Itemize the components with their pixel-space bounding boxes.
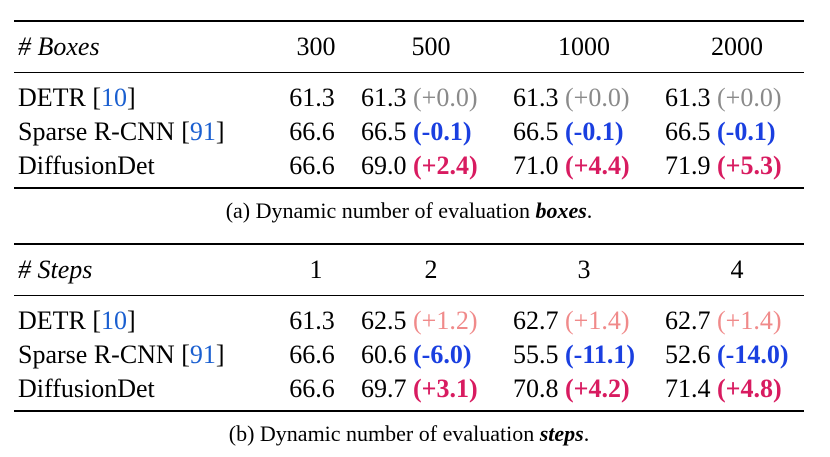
delta: (-0.1) (413, 117, 472, 146)
caption: (b) Dynamic number of evaluation steps. (228, 421, 590, 446)
mid-rule (14, 72, 804, 73)
delta: (+1.4) (565, 306, 630, 335)
result-cell: 61.3 (+0.0) (665, 83, 782, 112)
result-cell: 55.5 (-11.1) (513, 340, 636, 369)
header-label: # Boxes (18, 32, 100, 61)
base-value: 66.6 (289, 340, 335, 369)
delta: (+1.4) (717, 306, 782, 335)
result-cell: 71.4 (+4.8) (665, 374, 782, 403)
base-value: 66.6 (289, 374, 335, 403)
header-label: # Steps (18, 255, 93, 284)
citation-link[interactable]: 91 (189, 117, 216, 146)
header-row: # Boxes 300 500 1000 2000 (14, 22, 804, 72)
bottom-rule (14, 410, 804, 412)
method-name: Sparse R-CNN [91] (18, 117, 225, 146)
header-col-2: 2 (424, 255, 438, 284)
result-cell: 66.5 (-0.1) (361, 117, 472, 146)
top-rule (14, 243, 804, 245)
delta: (+1.2) (413, 306, 478, 335)
result-cell: 69.0 (+2.4) (361, 151, 478, 180)
result-cell: 52.6 (-14.0) (665, 340, 789, 369)
delta: (+0.0) (565, 83, 630, 112)
table-row: DiffusionDet 66.6 69.7 (+3.1) 70.8 (+4.2… (14, 372, 804, 406)
delta: (+2.4) (413, 151, 478, 180)
header-col-1: 1 (309, 255, 323, 284)
result-cell: 61.3 (+0.0) (513, 83, 630, 112)
result-cell: 61.3 (+0.0) (361, 83, 478, 112)
delta: (+5.3) (717, 151, 782, 180)
base-value: 66.6 (289, 151, 335, 180)
table-row: Sparse R-CNN [91] 66.6 60.6 (-6.0) 55.5 … (14, 338, 804, 372)
delta: (-0.1) (565, 117, 624, 146)
citation-link[interactable]: 10 (101, 83, 128, 112)
header-col-4: 4 (730, 255, 744, 284)
base-value: 61.3 (289, 83, 335, 112)
table-row: DiffusionDet 66.6 69.0 (+2.4) 71.0 (+4.4… (14, 149, 804, 183)
method-name: DiffusionDet (18, 374, 155, 403)
base-value: 61.3 (289, 306, 335, 335)
top-rule (14, 20, 804, 22)
table-row: DETR [10] 61.3 61.3 (+0.0) 61.3 (+0.0) 6… (14, 81, 804, 115)
delta: (+4.8) (717, 374, 782, 403)
result-cell: 62.5 (+1.2) (361, 306, 478, 335)
result-cell: 71.0 (+4.4) (513, 151, 630, 180)
method-name: DiffusionDet (18, 151, 155, 180)
base-value: 66.6 (289, 117, 335, 146)
delta: (+4.2) (565, 374, 630, 403)
caption: (a) Dynamic number of evaluation boxes. (225, 198, 593, 223)
header-row: # Steps 1 2 3 4 (14, 245, 804, 295)
delta: (+3.1) (413, 374, 478, 403)
header-col-2: 500 (411, 32, 451, 61)
header-col-3: 3 (577, 255, 591, 284)
result-cell: 60.6 (-6.0) (361, 340, 472, 369)
citation-link[interactable]: 91 (189, 340, 216, 369)
delta: (-0.1) (717, 117, 776, 146)
result-cell: 66.5 (-0.1) (665, 117, 776, 146)
method-name: DETR [10] (18, 83, 136, 112)
delta: (+0.0) (717, 83, 782, 112)
method-name: Sparse R-CNN [91] (18, 340, 225, 369)
result-cell: 62.7 (+1.4) (665, 306, 782, 335)
delta: (-6.0) (413, 340, 472, 369)
result-cell: 69.7 (+3.1) (361, 374, 478, 403)
table-row: Sparse R-CNN [91] 66.6 66.5 (-0.1) 66.5 … (14, 115, 804, 149)
method-name: DETR [10] (18, 306, 136, 335)
table-boxes: # Boxes 300 500 1000 2000 DETR [10] 61.3… (14, 20, 804, 223)
result-cell: 62.7 (+1.4) (513, 306, 630, 335)
delta: (-11.1) (565, 340, 636, 369)
table-row: DETR [10] 61.3 62.5 (+1.2) 62.7 (+1.4) 6… (14, 304, 804, 338)
citation-link[interactable]: 10 (101, 306, 128, 335)
result-cell: 70.8 (+4.2) (513, 374, 630, 403)
delta: (+4.4) (565, 151, 630, 180)
bottom-rule (14, 187, 804, 189)
delta: (-14.0) (717, 340, 789, 369)
header-col-3: 1000 (558, 32, 610, 61)
delta: (+0.0) (413, 83, 478, 112)
result-cell: 71.9 (+5.3) (665, 151, 782, 180)
mid-rule (14, 295, 804, 296)
header-col-4: 2000 (711, 32, 763, 61)
header-col-1: 300 (296, 32, 336, 61)
table-steps: # Steps 1 2 3 4 DETR [10] 61.3 62.5 (+1.… (14, 243, 804, 446)
result-cell: 66.5 (-0.1) (513, 117, 624, 146)
